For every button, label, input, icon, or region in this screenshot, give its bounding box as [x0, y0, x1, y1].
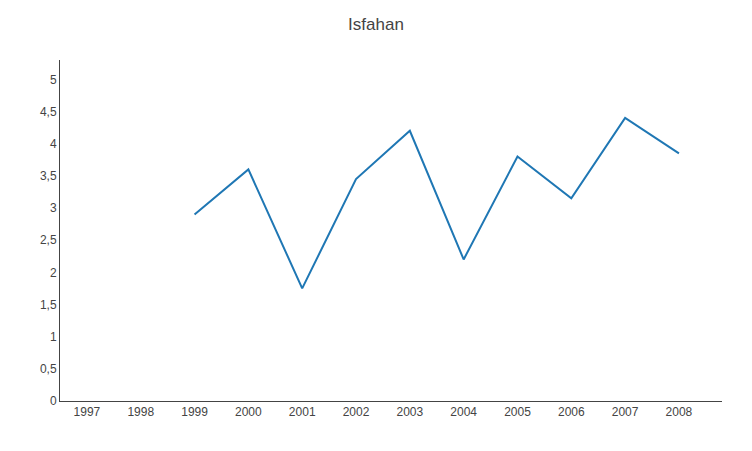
svg-text:2002: 2002: [343, 405, 370, 419]
svg-text:2005: 2005: [504, 405, 531, 419]
svg-text:2008: 2008: [666, 405, 693, 419]
svg-text:2: 2: [50, 266, 57, 280]
svg-text:3: 3: [50, 201, 57, 215]
svg-text:1: 1: [50, 330, 57, 344]
svg-text:4: 4: [50, 137, 57, 151]
svg-text:0: 0: [50, 394, 57, 408]
svg-text:2,5: 2,5: [40, 233, 57, 247]
svg-text:2006: 2006: [558, 405, 585, 419]
svg-text:3,5: 3,5: [40, 169, 57, 183]
svg-text:1998: 1998: [127, 405, 154, 419]
svg-text:2001: 2001: [289, 405, 316, 419]
svg-text:2000: 2000: [235, 405, 262, 419]
svg-text:2004: 2004: [450, 405, 477, 419]
svg-text:5: 5: [50, 73, 57, 87]
svg-text:1997: 1997: [74, 405, 101, 419]
svg-text:Isfahan: Isfahan: [348, 15, 404, 34]
svg-text:1,5: 1,5: [40, 298, 57, 312]
svg-text:2007: 2007: [612, 405, 639, 419]
svg-text:4,5: 4,5: [40, 105, 57, 119]
svg-text:1999: 1999: [181, 405, 208, 419]
svg-text:2003: 2003: [396, 405, 423, 419]
svg-text:0,5: 0,5: [40, 362, 57, 376]
